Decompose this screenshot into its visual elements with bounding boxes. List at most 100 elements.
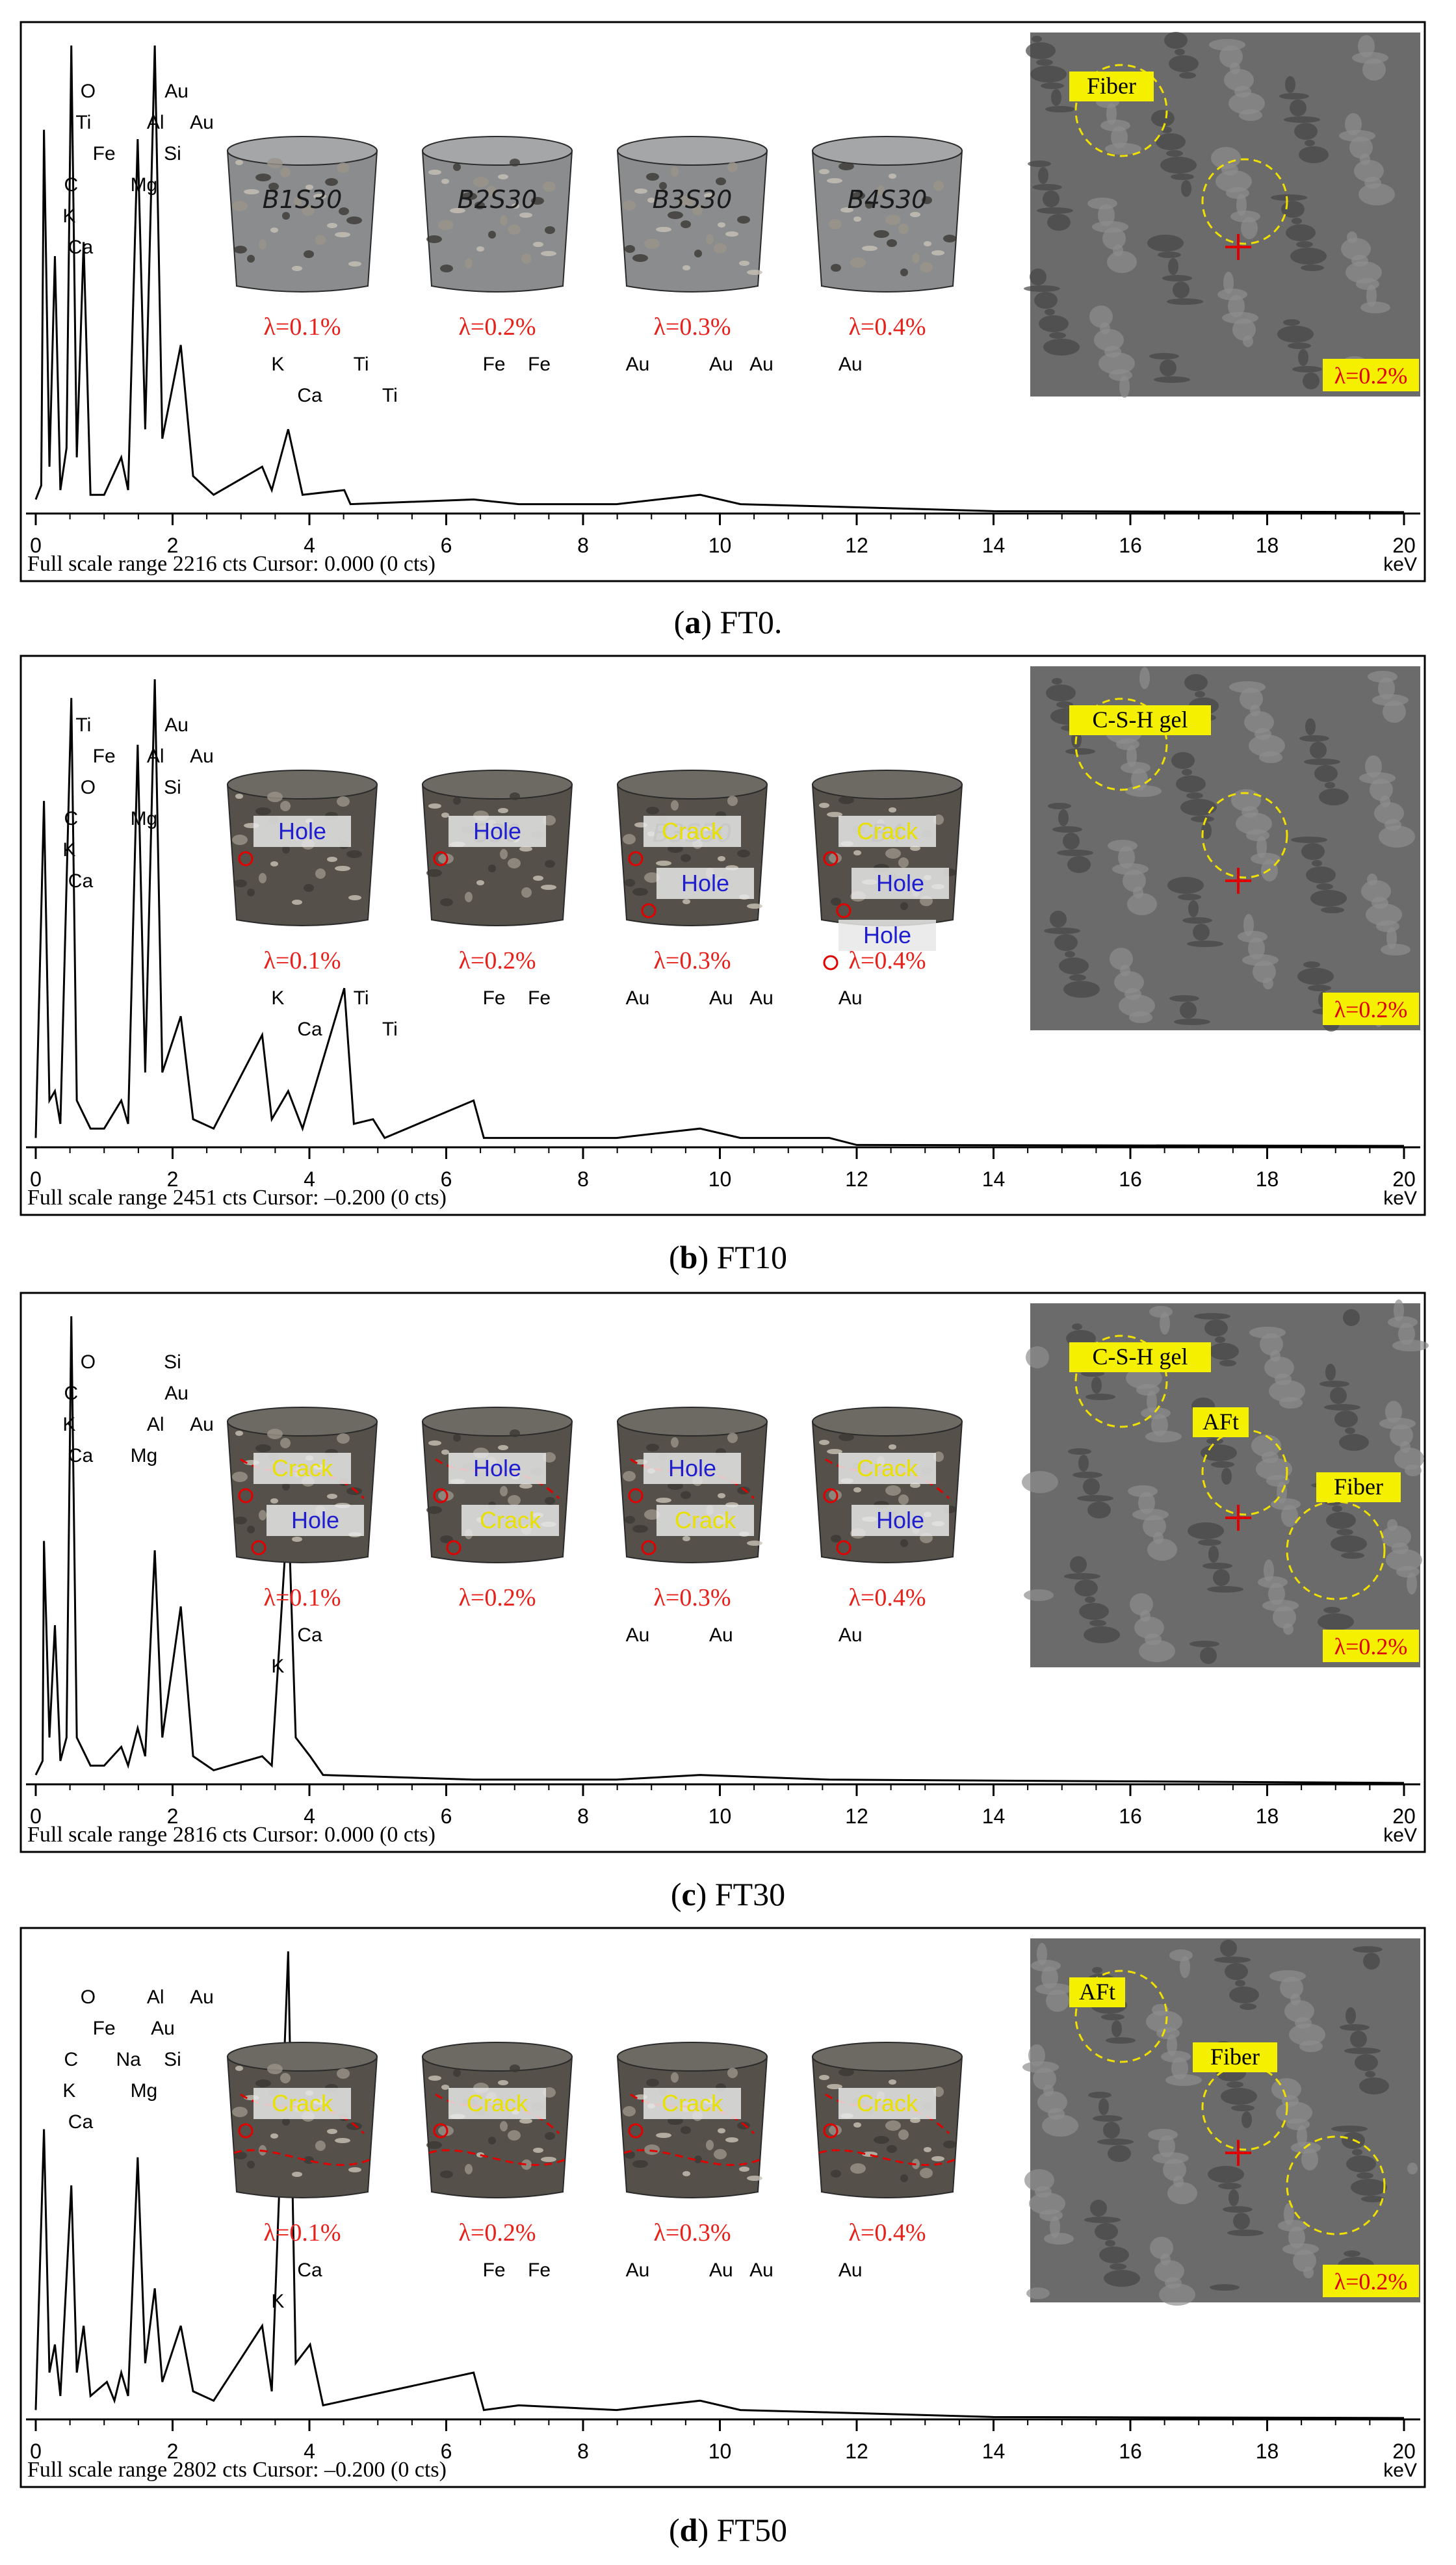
- aggregate-speck: [747, 904, 762, 909]
- peak-label: K: [271, 987, 284, 1009]
- sem-texture: [1288, 2226, 1305, 2248]
- sem-texture: [1301, 265, 1324, 271]
- sem-texture: [1232, 319, 1256, 341]
- sem-texture: [1249, 735, 1285, 757]
- sem-texture: [1069, 974, 1086, 981]
- sem-texture: [1246, 829, 1269, 841]
- x-tick-label: 8: [577, 1167, 589, 1191]
- aggregate-speck: [440, 898, 453, 906]
- aggregate-speck: [346, 850, 362, 858]
- aggregate-speck: [625, 879, 635, 887]
- aggregate-speck: [656, 2133, 671, 2138]
- aggregate-speck: [725, 231, 738, 237]
- sem-texture: [1178, 894, 1201, 900]
- aggregate-speck: [325, 178, 338, 186]
- sem-texture: [1077, 1495, 1113, 1502]
- annotation-box: [448, 1453, 546, 1484]
- x-tick-label: 10: [708, 534, 732, 557]
- sem-texture: [1228, 92, 1265, 114]
- sem-texture: [1151, 110, 1175, 127]
- sem-texture: [1099, 2246, 1129, 2263]
- sem-texture: [1299, 735, 1329, 742]
- annotation-label: Crack: [662, 2090, 723, 2116]
- specimen-lambda-label: λ=0.4%: [848, 947, 926, 974]
- sem-texture: [1355, 2054, 1378, 2071]
- aggregate-speck: [327, 223, 337, 228]
- specimen-photo: Hole Crack: [616, 1407, 768, 1563]
- status-line: Full scale range 2451 cts Cursor: –0.200…: [27, 1186, 447, 1210]
- sem-texture: [1156, 2027, 1180, 2039]
- aggregate-speck: [508, 224, 521, 235]
- annotation-label: Hole: [681, 870, 729, 896]
- aggregate-speck: [465, 2164, 473, 2174]
- annotation-box: [462, 1505, 559, 1536]
- sem-texture: [1098, 352, 1135, 374]
- peak-label: C: [64, 808, 78, 829]
- aggregate-speck: [270, 861, 278, 866]
- specimen-lambda-label: λ=0.1%: [263, 2219, 341, 2246]
- specimen-lambda-label: λ=0.1%: [263, 1584, 341, 1611]
- sem-texture: [1179, 72, 1196, 79]
- aggregate-speck: [924, 241, 931, 246]
- aggregate-speck: [292, 1537, 302, 1542]
- sem-texture: [1310, 742, 1327, 759]
- aggregate-speck: [282, 1483, 290, 1491]
- aggregate-speck: [644, 1509, 660, 1520]
- sem-texture: [1097, 2139, 1134, 2145]
- aggregate-speck: [500, 2121, 508, 2131]
- aggregate-speck: [646, 173, 659, 181]
- specimen-lambda-label: λ=0.2%: [458, 947, 536, 974]
- sem-texture: [1065, 951, 1075, 957]
- sem-texture: [1042, 2115, 1078, 2137]
- sem-texture: [1290, 248, 1327, 265]
- annotation-label: Crack: [272, 1455, 333, 1481]
- specimen-photo: S30Hole: [421, 770, 573, 926]
- spectrum-line: [34, 679, 1405, 1147]
- aggregate-speck: [519, 1483, 532, 1489]
- aggregate-speck: [510, 2064, 520, 2072]
- specimen-top: [617, 136, 768, 166]
- defect-marker-icon: [433, 851, 448, 866]
- peak-label: Au: [626, 2259, 650, 2281]
- caption-letter: a: [684, 604, 701, 640]
- aggregate-speck: [623, 2106, 636, 2116]
- sem-texture: [1174, 1019, 1210, 1025]
- x-tick-label: 6: [441, 1804, 452, 1828]
- sem-texture: [1407, 1572, 1417, 1595]
- sem-texture: [1251, 1435, 1281, 1457]
- sem-texture: [1176, 775, 1206, 792]
- sem-texture: [1143, 1515, 1166, 1537]
- sem-texture: [1390, 1424, 1413, 1446]
- sem-texture: [1108, 2145, 1131, 2162]
- sem-texture: [1366, 285, 1377, 307]
- aggregate-speck: [625, 1516, 635, 1524]
- peak-label: Fe: [528, 354, 551, 375]
- caption-text: FT0.: [711, 604, 783, 640]
- annotation-label: Crack: [675, 1507, 736, 1533]
- peak-label: Au: [838, 2259, 863, 2281]
- status-line: Full scale range 2816 cts Cursor: 0.000 …: [27, 1823, 436, 1847]
- sem-texture: [1098, 2098, 1109, 2115]
- aggregate-speck: [727, 162, 738, 172]
- aggregate-speck: [943, 235, 956, 242]
- sem-texture: [1381, 1526, 1411, 1548]
- annotation-box: [644, 2088, 741, 2119]
- sem-texture: [1167, 877, 1204, 894]
- aggregate-speck: [682, 1536, 690, 1541]
- peak-label: Au: [709, 987, 733, 1009]
- aggregate-speck: [521, 254, 532, 264]
- peak-label: Fe: [483, 2259, 506, 2281]
- aggregate-speck: [282, 846, 290, 853]
- sem-texture: [1059, 957, 1089, 974]
- sem-texture: [1198, 1539, 1221, 1546]
- sem-texture: [1079, 1603, 1109, 1620]
- aggregate-speck: [739, 2167, 749, 2172]
- x-tick-label: 18: [1256, 1804, 1279, 1828]
- aggregate-speck: [438, 1491, 454, 1501]
- sem-texture: [1243, 914, 1254, 936]
- x-axis-unit: keV: [1383, 1825, 1417, 1846]
- aggregate-speck: [694, 2155, 702, 2163]
- peak-label: C: [64, 1383, 78, 1404]
- aggregate-speck: [714, 2149, 727, 2159]
